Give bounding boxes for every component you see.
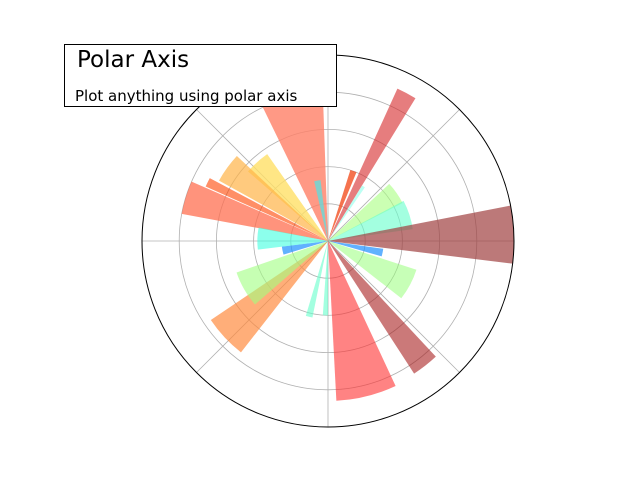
polar-bar xyxy=(328,241,384,257)
polar-bar xyxy=(328,88,416,241)
polar-bar xyxy=(328,170,357,241)
polar-bar xyxy=(314,180,328,241)
polar-bar xyxy=(328,241,417,299)
polar-bar xyxy=(261,88,328,242)
polar-bar xyxy=(247,154,328,241)
polar-bar xyxy=(181,181,328,241)
annotation-title: Polar Axis xyxy=(77,47,190,73)
theta-grid-line xyxy=(327,240,460,373)
polar-bar xyxy=(257,227,328,250)
polar-bar xyxy=(305,241,328,318)
polar-bar xyxy=(328,241,396,401)
polar-bar xyxy=(322,241,328,316)
polar-bar xyxy=(328,183,403,241)
polar-bar xyxy=(328,205,514,264)
polar-bar xyxy=(236,241,328,305)
bar-series xyxy=(181,88,514,401)
polar-bar xyxy=(210,241,328,353)
polar-bar xyxy=(219,156,328,241)
polar-bar xyxy=(205,178,328,241)
theta-grid-line xyxy=(327,109,460,242)
polar-bar xyxy=(328,185,365,241)
annotation-box: Polar Axis Plot anything using polar axi… xyxy=(64,44,337,107)
polar-bar xyxy=(281,241,328,255)
annotation-subtitle: Plot anything using polar axis xyxy=(75,87,298,105)
polar-bar xyxy=(328,241,436,374)
